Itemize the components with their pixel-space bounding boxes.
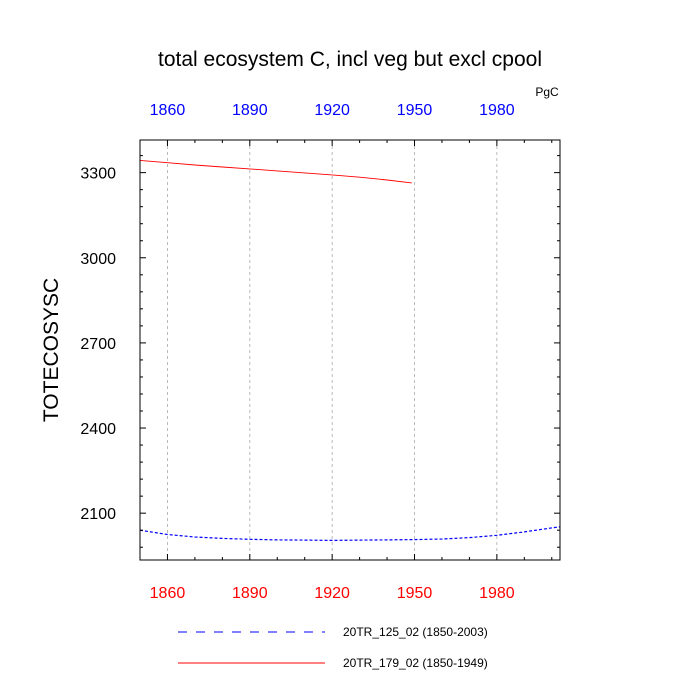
x-tick-label-bottom: 1890 xyxy=(232,585,268,602)
y-tick-label: 3300 xyxy=(80,166,116,183)
legend: 20TR_125_02 (1850-2003) 20TR_179_02 (1850… xyxy=(178,625,488,670)
y-tick-label: 2700 xyxy=(80,336,116,353)
legend-label-1: 20TR_125_02 (1850-2003) xyxy=(343,625,488,639)
series-line-2 xyxy=(139,159,412,184)
x-tick-label-top: 1950 xyxy=(397,102,433,119)
axes-layer: 1860 1860 1890 1890 1920 1920 1950 1950 1980 1980… xyxy=(80,102,561,602)
plot-frame xyxy=(139,139,561,561)
x-tick-label-bottom: 1920 xyxy=(314,585,350,602)
x-tick-label-bottom: 1860 xyxy=(150,585,186,602)
x-tick-label-bottom: 1980 xyxy=(479,585,515,602)
x-tick-label-top: 1860 xyxy=(150,102,186,119)
x-tick-label-top: 1980 xyxy=(479,102,515,119)
x-tick-label-bottom: 1950 xyxy=(397,585,433,602)
units-label: PgC xyxy=(535,85,559,99)
series-layer xyxy=(139,159,561,542)
y-tick-label: 2400 xyxy=(80,421,116,438)
legend-label-2: 20TR_179_02 (1850-1949) xyxy=(343,656,488,670)
x-tick-label-top: 1920 xyxy=(314,102,350,119)
series-line-1 xyxy=(139,526,561,542)
y-axis-label: TOTECOSYSC xyxy=(40,278,63,422)
y-tick-label: 2100 xyxy=(80,506,116,523)
chart-title: total ecosystem C, incl veg but excl cpo… xyxy=(158,48,542,71)
y-tick-label: 3000 xyxy=(80,251,116,268)
grid-layer xyxy=(167,140,498,560)
x-tick-label-top: 1890 xyxy=(232,102,268,119)
